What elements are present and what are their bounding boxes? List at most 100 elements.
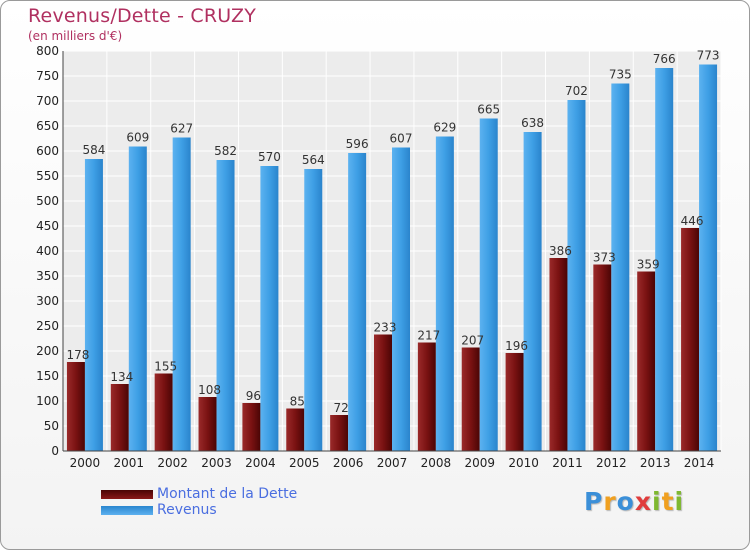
bar-revenus	[304, 169, 323, 451]
data-label-dette: 155	[154, 360, 177, 374]
bar-dette	[286, 408, 305, 451]
data-label-revenus: 702	[565, 84, 588, 98]
bar-dette	[505, 353, 524, 451]
y-tick-label: 500	[36, 194, 59, 208]
x-tick-label: 2010	[508, 456, 539, 470]
x-tick-label: 2012	[596, 456, 627, 470]
x-tick-label: 2002	[157, 456, 188, 470]
bar-revenus	[348, 153, 367, 451]
x-tick-label: 2013	[640, 456, 671, 470]
bar-revenus	[567, 100, 586, 451]
data-label-revenus: 638	[521, 116, 544, 130]
data-label-revenus: 665	[477, 103, 500, 117]
bar-revenus	[699, 64, 718, 451]
data-label-dette: 359	[637, 258, 660, 272]
bar-dette	[417, 342, 436, 451]
bar-dette	[681, 228, 700, 451]
brand-letter: i	[652, 487, 662, 516]
x-tick-label: 2003	[201, 456, 232, 470]
y-tick-label: 0	[51, 444, 59, 458]
y-tick-label: 450	[36, 219, 59, 233]
bar-dette	[198, 397, 217, 451]
brand-letter: o	[616, 487, 635, 516]
bar-dette	[374, 334, 392, 451]
legend-label-dette: Montant de la Dette	[157, 486, 298, 502]
y-tick-label: 700	[36, 94, 59, 108]
x-tick-label: 2014	[684, 456, 715, 470]
bar-dette	[461, 347, 480, 451]
bar-dette	[242, 403, 261, 451]
x-tick-label: 2001	[114, 456, 145, 470]
data-label-revenus: 735	[609, 68, 632, 82]
bar-dette	[593, 264, 612, 451]
bar-revenus	[479, 118, 498, 451]
x-tick-label: 2006	[333, 456, 364, 470]
legend-label-revenus: Revenus	[157, 502, 217, 518]
y-tick-label: 600	[36, 144, 59, 158]
bar-revenus	[128, 146, 147, 451]
data-label-dette: 108	[198, 383, 221, 397]
bar-revenus	[84, 159, 103, 451]
bar-revenus	[435, 136, 454, 451]
data-label-revenus: 629	[433, 121, 456, 135]
bar-dette	[637, 271, 656, 451]
chart-subtitle: (en milliers d'€)	[28, 29, 123, 43]
brand-letter: r	[603, 487, 617, 516]
legend-swatch-dette	[101, 490, 153, 499]
y-tick-label: 800	[36, 44, 59, 58]
bar-revenus	[260, 166, 279, 451]
x-tick-label: 2005	[289, 456, 320, 470]
y-tick-label: 300	[36, 294, 59, 308]
data-label-dette: 386	[549, 244, 572, 258]
brand-logo: Proxiti	[584, 487, 684, 516]
data-label-dette: 96	[246, 389, 261, 403]
data-label-revenus: 596	[346, 137, 369, 151]
y-tick-label: 650	[36, 119, 59, 133]
brand-letter: t	[661, 487, 675, 516]
data-label-dette: 178	[66, 348, 89, 362]
x-tick-label: 2007	[377, 456, 408, 470]
bar-dette	[66, 362, 85, 451]
data-label-dette: 196	[505, 339, 528, 353]
bar-revenus	[172, 137, 191, 451]
data-label-dette: 85	[290, 395, 305, 409]
y-tick-label: 400	[36, 244, 59, 258]
y-tick-label: 100	[36, 394, 59, 408]
y-tick-label: 250	[36, 319, 59, 333]
bar-dette	[110, 384, 129, 451]
y-tick-label: 550	[36, 169, 59, 183]
data-label-revenus: 570	[258, 150, 281, 164]
x-tick-label: 2009	[464, 456, 495, 470]
brand-letter: i	[674, 487, 685, 516]
data-label-revenus: 582	[214, 144, 237, 158]
data-label-dette: 373	[593, 251, 616, 265]
y-tick-label: 200	[36, 344, 59, 358]
bar-revenus	[216, 160, 235, 451]
bar-revenus	[611, 83, 630, 451]
bar-dette	[154, 373, 173, 451]
legend-swatch-revenus	[101, 506, 153, 515]
data-label-revenus: 609	[126, 131, 149, 145]
data-label-revenus: 584	[82, 143, 105, 157]
data-label-dette: 217	[417, 329, 440, 343]
data-label-dette: 207	[461, 334, 484, 348]
x-tick-label: 2000	[70, 456, 101, 470]
x-tick-label: 2011	[552, 456, 583, 470]
bar-dette	[330, 415, 349, 451]
bar-dette	[549, 258, 568, 451]
y-tick-label: 750	[36, 69, 59, 83]
brand-letter: P	[584, 487, 604, 516]
data-label-dette: 72	[333, 401, 348, 415]
data-label-dette: 134	[110, 370, 133, 384]
y-tick-label: 350	[36, 269, 59, 283]
data-label-revenus: 766	[653, 52, 676, 66]
bar-revenus	[655, 68, 674, 451]
data-label-revenus: 627	[170, 122, 193, 136]
data-label-dette: 446	[681, 214, 704, 228]
y-tick-label: 150	[36, 369, 59, 383]
brand-letter: x	[634, 487, 652, 516]
bar-revenus	[392, 147, 410, 451]
x-tick-label: 2004	[245, 456, 276, 470]
